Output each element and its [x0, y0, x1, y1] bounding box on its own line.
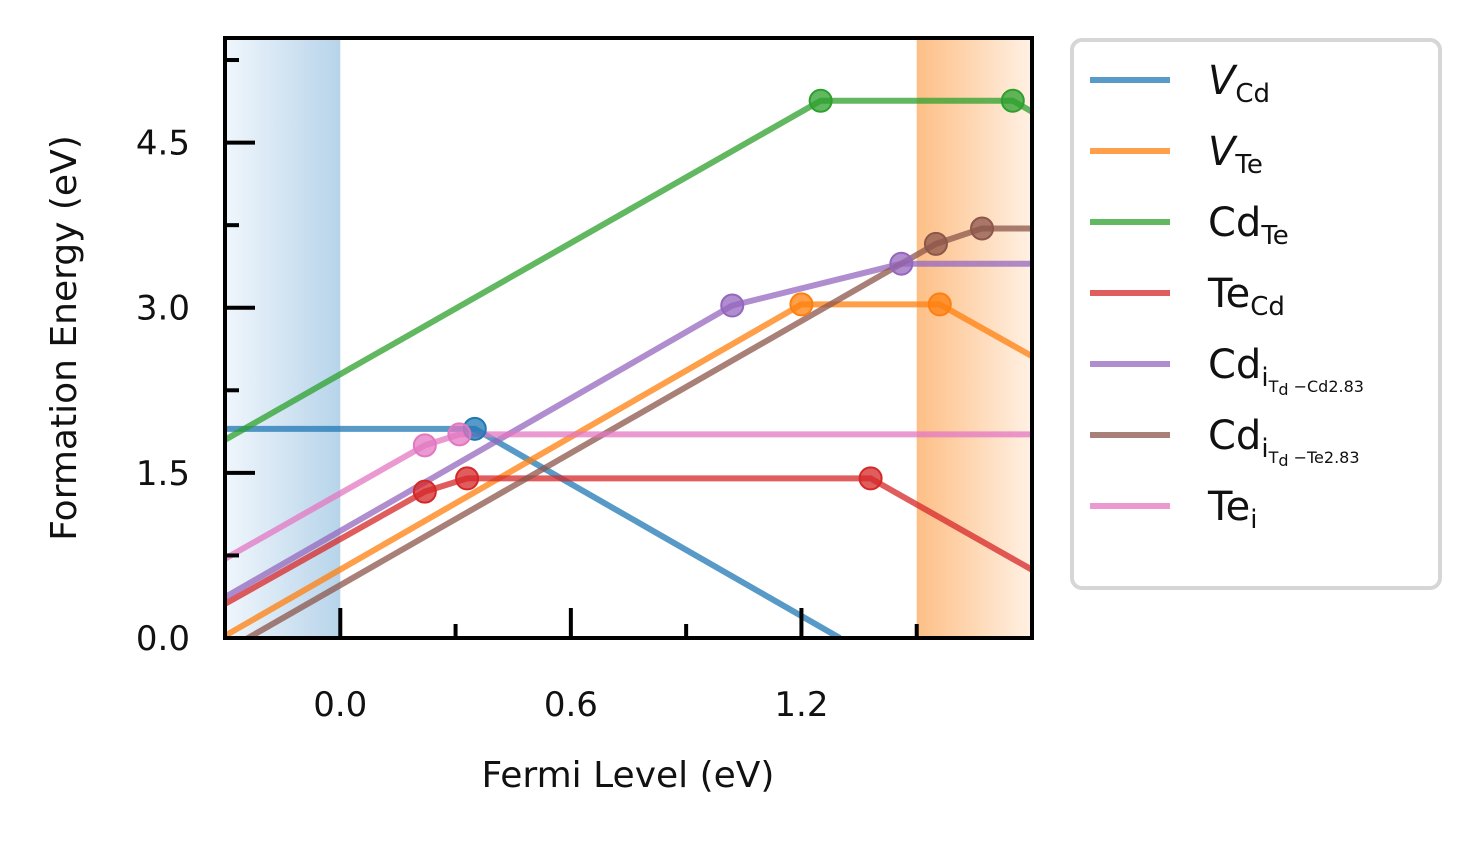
series-6-marker-0 [412, 433, 437, 458]
legend-box [1070, 38, 1442, 590]
y-tick-label: 3.0 [136, 289, 190, 329]
series-1-marker-0 [789, 292, 814, 317]
legend-entry-4: CdiTd −Cd2.83 [1208, 342, 1364, 399]
y-tick-label: 1.5 [136, 454, 190, 494]
series-3-marker-0 [412, 479, 437, 504]
plot-frame [223, 36, 1034, 640]
series-line-1 [225, 301, 1032, 638]
series-4-marker-1 [889, 251, 914, 276]
shaded-regions [225, 38, 1032, 638]
legend-entry-1: VTe [1208, 129, 1263, 180]
series-5-marker-1 [970, 216, 995, 241]
valence-band-region [225, 38, 341, 638]
series-6-marker-1 [447, 422, 472, 447]
y-axis-title: Formation Energy (eV) [44, 135, 85, 541]
y-tick-label: 0.0 [136, 619, 190, 659]
legend-entry-5: CdiTd −Te2.83 [1208, 413, 1360, 470]
series-line-6 [225, 431, 1032, 562]
x-axis-title: Fermi Level (eV) [482, 755, 775, 796]
legend-entry-3: TeCd [1207, 271, 1285, 322]
series-4-marker-0 [720, 293, 745, 318]
series-5-marker-0 [923, 231, 948, 256]
legend-entry-0: VCd [1208, 58, 1270, 109]
legend-entry-6: Tei [1207, 484, 1257, 535]
axes: 0.0 0.6 1.2 0.0 1.5 3.0 4.5 [136, 36, 1034, 725]
y-tick-label: 4.5 [136, 124, 190, 164]
series-2-marker-1 [1000, 88, 1025, 113]
conduction-band-region [916, 38, 1032, 638]
series-markers [412, 88, 1025, 504]
x-tick-label: 1.2 [774, 685, 828, 725]
series-line-4 [225, 260, 1032, 600]
x-tick-label: 0.6 [544, 685, 598, 725]
series-lines [225, 97, 1032, 638]
legend: VCd VTe CdTe TeCd CdiTd −Cd2.83 CdiTd −Te2.83… [1070, 38, 1442, 590]
series-line-5 [242, 225, 1032, 638]
series-2-marker-0 [808, 88, 833, 113]
series-3-marker-1 [455, 466, 480, 491]
legend-entry-2: CdTe [1208, 200, 1289, 251]
x-tick-label: 0.0 [313, 685, 367, 725]
series-1-marker-1 [927, 292, 952, 317]
series-3-marker-2 [858, 466, 883, 491]
